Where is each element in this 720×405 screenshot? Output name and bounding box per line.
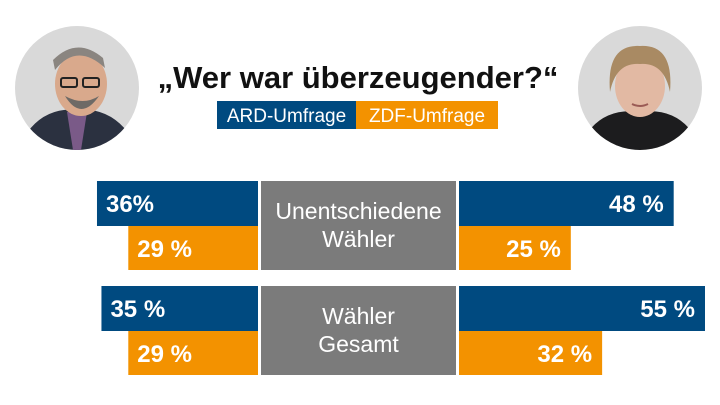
legend-label-zdf-umfrage: ZDF-Umfrage: [369, 106, 485, 127]
bar-left-zdf-umfrage-cat2: [128, 331, 258, 375]
legend-swatch-ard-umfrage: [217, 101, 356, 129]
legend-label-ard-umfrage: ARD-Umfrage: [227, 106, 346, 127]
bar-label-right-zdf-umfrage-cat1: 25 %: [506, 236, 561, 263]
bar-label-left-ard-umfrage-cat2: 35 %: [110, 296, 165, 323]
bar-right-ard-umfrage-cat2: [459, 286, 705, 331]
bar-label-left-ard-umfrage-cat1: 36%: [106, 191, 154, 218]
right-portrait-figure: [578, 45, 702, 150]
legend-swatch-zdf-umfrage: [356, 101, 498, 129]
category-label-1-line-1: Unentschiedene: [275, 198, 441, 224]
bar-label-right-zdf-umfrage-cat2: 32 %: [537, 341, 592, 368]
bar-label-left-zdf-umfrage-cat2: 29 %: [137, 341, 192, 368]
category-label-2-line-1: Wähler: [322, 303, 395, 329]
bar-right-zdf-umfrage-cat1: [459, 226, 571, 270]
bar-left-ard-umfrage-cat2: [101, 286, 258, 331]
bar-label-left-zdf-umfrage-cat1: 29 %: [137, 236, 192, 263]
category-label-2-line-2: Gesamt: [318, 331, 399, 357]
bar-left-zdf-umfrage-cat1: [128, 226, 258, 270]
bar-right-ard-umfrage-cat1: [459, 181, 674, 226]
category-box-2: [261, 286, 456, 375]
bar-left-ard-umfrage-cat1: [96, 181, 259, 226]
bar-label-right-ard-umfrage-cat2: 55 %: [640, 296, 695, 323]
bar-right-zdf-umfrage-cat2: [459, 331, 603, 375]
left-portrait-figure: [17, 47, 139, 150]
category-box-1: [261, 181, 456, 270]
bar-label-right-ard-umfrage-cat1: 48 %: [609, 191, 664, 218]
category-label-1-line-2: Wähler: [322, 226, 395, 252]
chart-title: „Wer war überzeugender?“: [158, 60, 559, 95]
